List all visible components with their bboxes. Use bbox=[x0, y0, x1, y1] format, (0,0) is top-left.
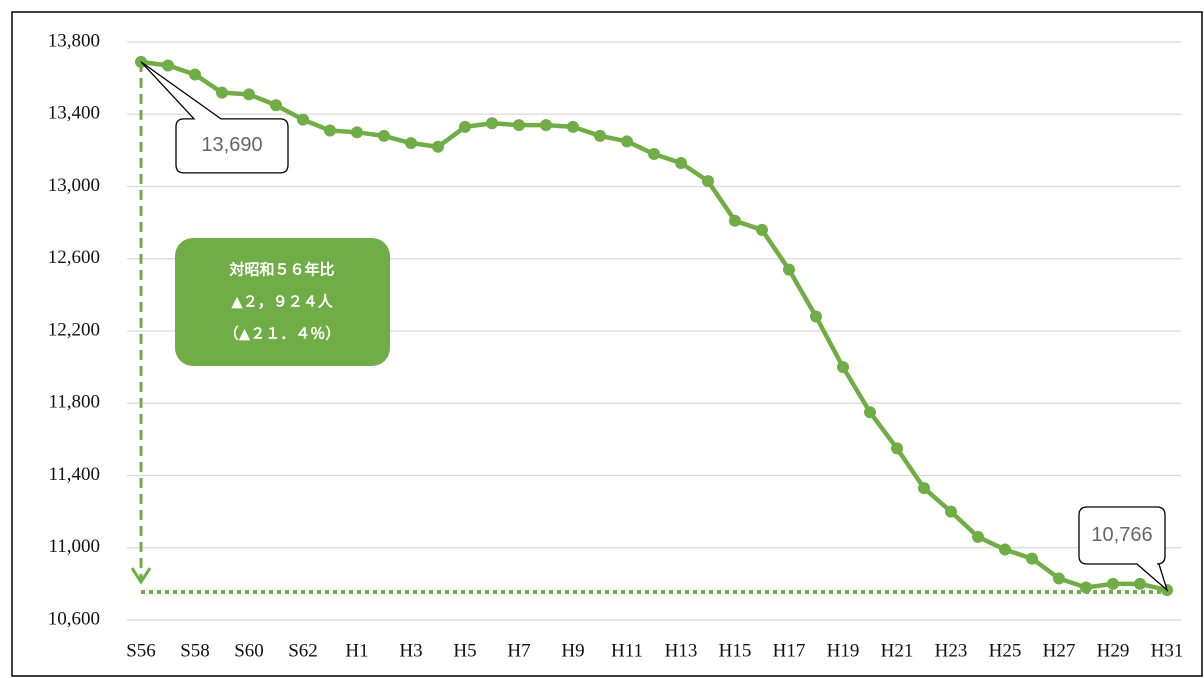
x-tick-label: H11 bbox=[611, 640, 643, 661]
data-point bbox=[783, 263, 795, 276]
data-point bbox=[486, 117, 498, 130]
callout-box bbox=[1078, 506, 1169, 592]
data-point bbox=[621, 135, 633, 148]
x-tick-label: H19 bbox=[827, 640, 860, 661]
data-point bbox=[1107, 577, 1119, 590]
data-point bbox=[945, 505, 957, 518]
data-point bbox=[1134, 577, 1146, 590]
note-line: ▲２，９２４人 bbox=[231, 293, 334, 311]
data-point bbox=[432, 140, 444, 153]
y-tick-label: 13,400 bbox=[48, 103, 100, 124]
x-tick-label: S60 bbox=[234, 640, 264, 661]
x-tick-label: H7 bbox=[507, 640, 530, 661]
note-line: （▲２１．４％） bbox=[224, 325, 341, 343]
data-point bbox=[513, 119, 525, 132]
y-tick-label: 11,000 bbox=[48, 536, 100, 557]
y-tick-label: 11,400 bbox=[48, 464, 100, 485]
data-point bbox=[351, 126, 363, 139]
data-point bbox=[891, 442, 903, 455]
x-tick-label: H23 bbox=[935, 640, 968, 661]
data-point bbox=[756, 223, 768, 236]
x-tick-label: H13 bbox=[665, 640, 698, 661]
data-point bbox=[702, 175, 714, 188]
data-point bbox=[540, 119, 552, 132]
data-point bbox=[918, 482, 930, 495]
x-tick-label: H31 bbox=[1151, 640, 1184, 661]
x-tick-label: H29 bbox=[1097, 640, 1130, 661]
data-point bbox=[189, 68, 201, 81]
x-tick-label: H5 bbox=[453, 640, 476, 661]
x-tick-label: H1 bbox=[345, 640, 368, 661]
x-tick-label: H27 bbox=[1043, 640, 1076, 661]
data-point bbox=[405, 137, 417, 150]
x-tick-label: S58 bbox=[180, 640, 210, 661]
data-point bbox=[1080, 581, 1092, 594]
data-point bbox=[324, 124, 336, 137]
x-tick-label: H17 bbox=[773, 640, 806, 661]
y-tick-label: 10,600 bbox=[48, 608, 100, 629]
data-point bbox=[648, 147, 660, 160]
callout-box bbox=[140, 61, 289, 174]
data-point bbox=[1053, 572, 1065, 585]
x-tick-label: H25 bbox=[989, 640, 1022, 661]
x-tick-label: H15 bbox=[719, 640, 752, 661]
data-point bbox=[270, 99, 282, 112]
data-point bbox=[567, 120, 579, 133]
drop-arrow-head bbox=[130, 567, 152, 585]
data-point bbox=[162, 59, 174, 72]
x-tick-label: S62 bbox=[288, 640, 318, 661]
x-tick-label: H21 bbox=[881, 640, 914, 661]
data-point bbox=[378, 129, 390, 142]
data-point bbox=[837, 361, 849, 374]
data-point bbox=[999, 543, 1011, 556]
y-tick-label: 13,800 bbox=[48, 30, 100, 51]
y-tick-label: 12,600 bbox=[48, 247, 100, 268]
data-point bbox=[729, 214, 741, 227]
data-point bbox=[864, 406, 876, 419]
data-point bbox=[1026, 552, 1038, 565]
y-tick-label: 13,000 bbox=[48, 175, 100, 196]
y-tick-label: 11,800 bbox=[48, 392, 100, 413]
data-point bbox=[297, 113, 309, 126]
data-point bbox=[216, 86, 228, 99]
data-point bbox=[243, 88, 255, 101]
y-tick-label: 12,200 bbox=[48, 319, 100, 340]
x-tick-label: H3 bbox=[399, 640, 422, 661]
x-tick-label: H9 bbox=[561, 640, 584, 661]
data-point bbox=[810, 310, 822, 323]
value-label: 10,766 bbox=[1091, 524, 1152, 546]
note-box bbox=[175, 238, 390, 366]
note-line: 対昭和５６年比 bbox=[228, 261, 334, 279]
x-tick-label: S56 bbox=[126, 640, 156, 661]
data-point bbox=[459, 120, 471, 133]
data-point bbox=[675, 157, 687, 170]
data-point bbox=[594, 129, 606, 142]
data-point bbox=[972, 530, 984, 543]
value-label: 13,690 bbox=[201, 134, 262, 156]
